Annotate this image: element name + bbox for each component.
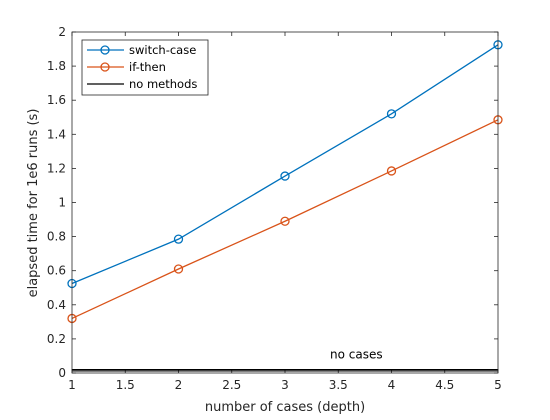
plot-area: 1 1.5 2 2.5 3 3.5 4 4.5 5 0 0.2 0.4 0.6 0.8 1 1.2 1.4 1.6…	[47, 25, 503, 392]
legend-swatch-marker	[100, 62, 110, 72]
data-point	[280, 171, 290, 181]
series-line-if-then	[71, 119, 499, 320]
x-tick-label: 4.5	[435, 378, 454, 392]
data-point	[173, 264, 184, 274]
y-tick-label: 1	[58, 196, 66, 210]
data-point	[280, 216, 290, 226]
data-point	[173, 234, 184, 244]
x-axis-label: number of cases (depth)	[205, 400, 365, 415]
y-tick-label: 0.2	[47, 332, 66, 346]
y-tick-label: 1.6	[47, 93, 66, 107]
y-tick-label: 1.2	[47, 161, 66, 175]
y-tick-label: 1.8	[47, 59, 66, 73]
x-tick-label: 3	[281, 378, 289, 392]
legend-label: no methods	[129, 77, 197, 91]
y-tick-label: 0.8	[47, 230, 66, 244]
legend-label: switch-case	[129, 43, 196, 57]
y-tick-label: 0	[58, 366, 66, 380]
x-tick-label: 5	[494, 378, 502, 392]
y-axis-label: elapsed time for 1e6 runs (s)	[26, 109, 41, 298]
legend-label: if-then	[129, 60, 166, 74]
x-tick-label: 2.5	[222, 378, 241, 392]
x-tick-label: 1	[68, 378, 76, 392]
annotation-label: no cases	[330, 348, 383, 362]
y-tick-label: 0.4	[47, 298, 66, 312]
data-point	[386, 166, 397, 176]
legend-swatch-marker	[100, 45, 110, 55]
plot-frame	[71, 31, 499, 374]
x-tick-label: 2	[175, 378, 183, 392]
data-point	[386, 109, 397, 119]
x-tick-label: 3.5	[329, 378, 348, 392]
x-tick-label: 1.5	[116, 378, 135, 392]
y-tick-label: 1.4	[47, 127, 66, 141]
y-tick-label: 2	[58, 25, 66, 39]
x-tick-label: 4	[388, 378, 396, 392]
series-line-switch-case	[71, 44, 499, 285]
y-tick-label: 0.6	[47, 264, 66, 278]
